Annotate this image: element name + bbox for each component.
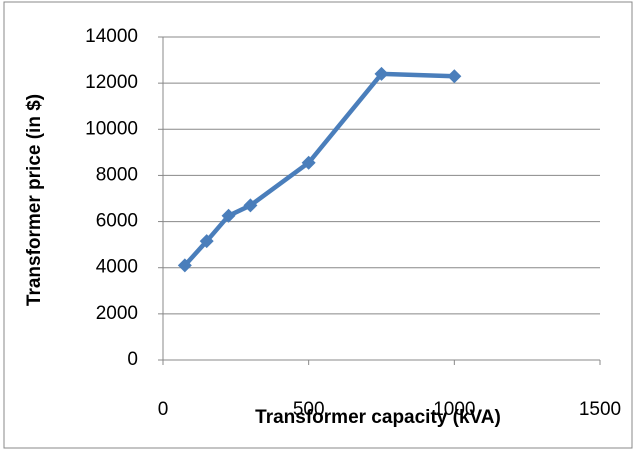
marker <box>447 69 462 84</box>
marker <box>301 155 316 170</box>
y-tick-label: 12000 <box>85 72 138 93</box>
y-tick-label: 6000 <box>96 211 138 232</box>
marker <box>374 66 389 81</box>
x-tick-label: 0 <box>158 399 169 420</box>
marker <box>177 258 192 273</box>
x-tick-label: 1500 <box>579 399 621 420</box>
y-tick-label: 8000 <box>96 164 138 185</box>
marker <box>221 208 236 223</box>
marker <box>243 198 258 213</box>
chart-frame <box>3 1 633 449</box>
y-tick-label: 2000 <box>96 303 138 324</box>
marker <box>199 234 214 249</box>
y-tick-label: 0 <box>127 349 138 370</box>
y-tick-label: 10000 <box>85 118 138 139</box>
y-tick-label: 14000 <box>85 26 138 47</box>
x-axis-title: Transformer capacity (kVA) <box>255 407 501 428</box>
x-tick-label: 1000 <box>433 399 475 420</box>
y-axis-title: Transformer price (in $) <box>24 94 45 306</box>
x-tick-label: 500 <box>293 399 325 420</box>
y-tick-label: 4000 <box>96 257 138 278</box>
